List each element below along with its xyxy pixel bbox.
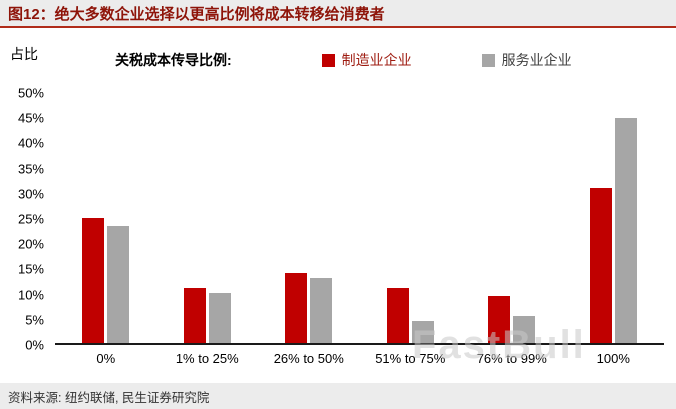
y-tick-label: 30% <box>17 186 44 202</box>
y-tick-label: 10% <box>17 287 44 303</box>
x-tick-label: 100% <box>596 351 630 366</box>
legend-label-manufacturing: 制造业企业 <box>341 52 412 68</box>
x-tick-label: 76% to 99% <box>476 351 547 366</box>
y-tick-label: 35% <box>17 161 44 177</box>
bar-group <box>563 93 665 343</box>
y-tick-label: 45% <box>17 110 44 126</box>
bar-services <box>208 293 231 343</box>
bar-group <box>461 93 563 343</box>
y-axis-ticks: 0% 5% 10% 15% 20% 25% 30% 35% 40% 45% 50% <box>0 86 48 353</box>
plot-row: 0% 5% 10% 15% 20% 25% 30% 35% 40% 45% 50% <box>0 86 664 353</box>
x-tick-label: 26% to 50% <box>273 351 344 366</box>
bar-services <box>513 315 536 343</box>
y-tick-label: 50% <box>17 85 44 101</box>
chart-area: 占比 关税成本传导比例: 制造业企业 服务业企业 0% 5% 10% 15% 20% 25… <box>0 30 676 383</box>
bar-manufacturing <box>82 218 105 343</box>
bar-services <box>310 278 333 343</box>
bar-services <box>411 320 434 343</box>
legend-label-services: 服务业企业 <box>501 52 572 68</box>
bar-manufacturing <box>386 288 409 343</box>
y-tick-label: 15% <box>17 261 44 277</box>
legend: 关税成本传导比例: 制造业企业 服务业企业 <box>115 50 642 70</box>
source-bar: 资料来源: 纽约联储, 民生证券研究院 <box>0 383 676 409</box>
bar-manufacturing <box>589 188 612 343</box>
y-tick-label: 5% <box>25 312 44 328</box>
bar-manufacturing <box>285 273 308 343</box>
figure-title: 图12：绝大多数企业选择以更高比例将成本转移给消费者 <box>8 5 385 23</box>
y-tick-label: 25% <box>17 211 44 227</box>
bar-group <box>258 93 360 343</box>
bar-group <box>360 93 462 343</box>
source-text: 资料来源: 纽约联储, 民生证券研究院 <box>8 390 210 405</box>
bar-services <box>614 118 637 343</box>
x-axis-ticks: 0% 1% to 25% 26% to 50% 51% to 75% 76% to 99… <box>55 351 664 366</box>
legend-item-manufacturing: 制造业企业 <box>321 50 412 70</box>
figure-title-bar: 图12：绝大多数企业选择以更高比例将成本转移给消费者 <box>0 0 676 28</box>
y-tick-label: 20% <box>17 236 44 252</box>
legend-title: 关税成本传导比例: <box>115 52 232 68</box>
legend-item-services: 服务业企业 <box>481 50 572 70</box>
y-axis-title: 占比 <box>10 46 38 62</box>
bar-group <box>55 93 157 343</box>
legend-swatch-services-icon <box>481 53 495 67</box>
legend-swatch-manufacturing-icon <box>321 53 335 67</box>
bar-services <box>107 225 130 343</box>
x-tick-label: 1% to 25% <box>175 351 239 366</box>
y-tick-label: 0% <box>25 337 44 353</box>
bar-manufacturing <box>488 295 511 343</box>
bar-group <box>157 93 259 343</box>
x-tick-label: 51% to 75% <box>375 351 446 366</box>
y-tick-label: 40% <box>17 135 44 151</box>
bar-manufacturing <box>183 288 206 343</box>
x-tick-label: 0% <box>96 351 116 366</box>
plot-area <box>55 93 664 345</box>
